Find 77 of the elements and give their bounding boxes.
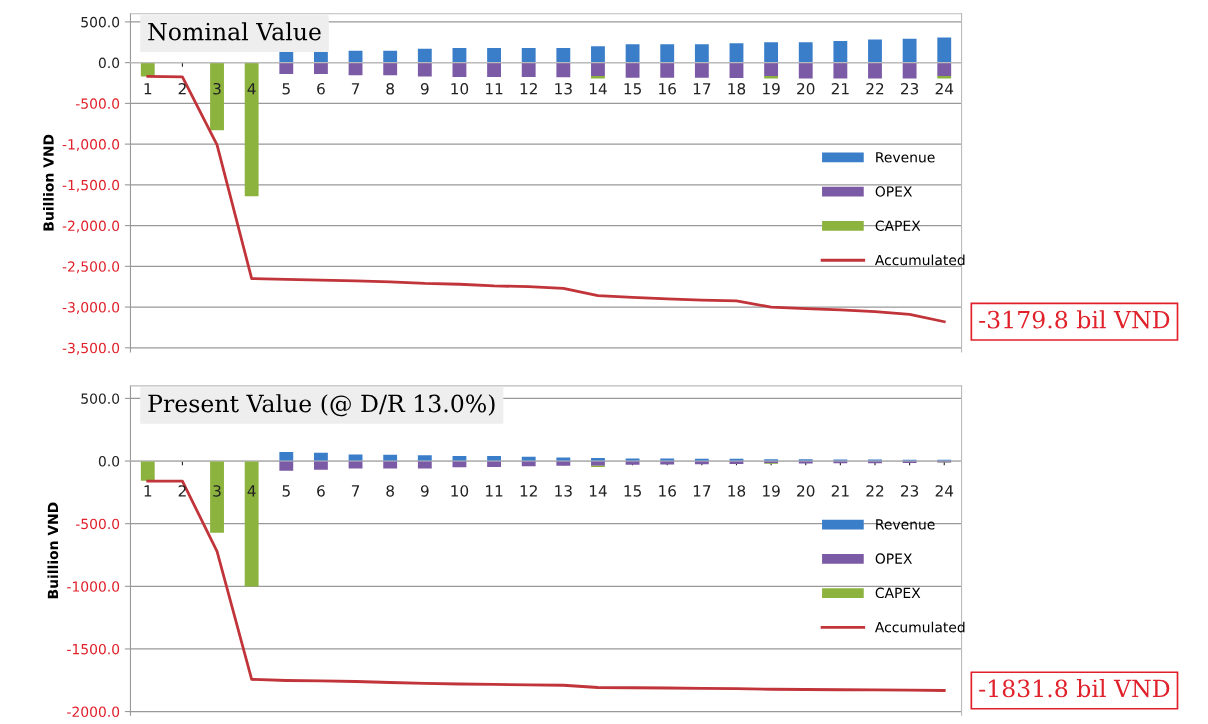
legend-label: Accumulated: [874, 254, 965, 266]
y-tick-label: -3,500.0: [62, 342, 120, 355]
annotation: -3179.8 bil VND: [979, 310, 1170, 329]
x-tick-label: 18: [728, 82, 746, 95]
y-tick-label: -500.0: [75, 98, 120, 109]
chart-title: Present Value (@ D/R 13.0%): [148, 394, 495, 417]
legend-label: CAPEX: [875, 220, 921, 232]
x-tick-label: 15: [624, 485, 641, 497]
x-tick-label: 10: [451, 485, 469, 497]
x-tick-label: 12: [520, 82, 537, 95]
legend-label: OPEX: [875, 186, 913, 197]
x-tick-label: 4: [247, 485, 256, 497]
y-tick-label: -2,000.0: [62, 220, 120, 233]
x-tick-label: 19: [763, 485, 780, 497]
y-tick-label: -1500.0: [67, 643, 120, 655]
x-tick-label: 18: [728, 485, 746, 497]
x-tick-label: 21: [831, 82, 849, 95]
x-tick-label: 14: [589, 83, 607, 95]
x-tick-label: 24: [935, 82, 954, 95]
x-tick-label: 1: [144, 485, 152, 497]
y-tick-label: -2000.0: [67, 706, 120, 718]
x-tick-label: 17: [693, 485, 711, 497]
chart-title: Nominal Value: [148, 22, 321, 41]
x-tick-label: 2: [178, 485, 186, 497]
x-tick-label: 23: [901, 82, 919, 95]
y-tick-label: -3,000.0: [62, 302, 120, 314]
x-tick-label: 1: [144, 83, 152, 95]
x-tick-label: 9: [420, 82, 429, 95]
x-tick-label: 24: [935, 485, 954, 497]
x-tick-label: 3: [213, 82, 221, 95]
y-tick-label: -1,000.0: [62, 139, 120, 151]
y-axis-title: Buillion VND: [43, 134, 54, 231]
x-tick-label: 3: [213, 485, 221, 497]
x-tick-label: 7: [351, 83, 360, 95]
x-tick-label: 4: [247, 83, 256, 95]
x-tick-label: 20: [797, 485, 815, 497]
x-tick-label: 8: [386, 82, 394, 95]
x-tick-label: 16: [659, 82, 676, 95]
x-tick-label: 2: [178, 82, 186, 95]
legend-label: Revenue: [876, 152, 935, 163]
x-tick-label: 23: [901, 485, 919, 497]
x-tick-label: 17: [693, 83, 711, 95]
y-tick-label: 0.0: [98, 456, 120, 467]
x-tick-label: 21: [831, 485, 849, 497]
x-tick-label: 6: [317, 82, 325, 95]
legend-label: Accumulated: [874, 621, 965, 633]
x-tick-label: 5: [282, 485, 290, 497]
y-tick-label: 0.0: [98, 57, 120, 69]
y-tick-label: -1000.0: [67, 581, 120, 592]
x-tick-label: 22: [866, 82, 884, 95]
x-tick-label: 12: [520, 485, 537, 497]
y-axis-title: Buillion VND: [47, 502, 59, 599]
x-tick-label: 11: [486, 83, 503, 95]
x-tick-label: 7: [351, 485, 360, 497]
x-tick-label: 13: [555, 485, 572, 497]
x-tick-label: 9: [420, 485, 429, 497]
x-tick-label: 15: [624, 83, 641, 95]
y-tick-label: -500.0: [75, 518, 120, 530]
x-tick-label: 11: [486, 485, 503, 497]
y-tick-label: 500.0: [81, 16, 120, 28]
legend-label: CAPEX: [875, 587, 921, 599]
annotation: -1831.8 bil VND: [979, 679, 1170, 698]
x-tick-label: 10: [451, 82, 469, 95]
y-tick-label: 500.0: [81, 393, 120, 404]
x-tick-label: 19: [763, 82, 780, 95]
legend-label: Revenue: [876, 519, 935, 530]
x-tick-label: 16: [659, 485, 676, 497]
x-tick-label: 20: [797, 82, 815, 95]
y-tick-label: -1,500.0: [62, 179, 120, 192]
x-tick-label: 8: [386, 485, 394, 497]
x-tick-label: 6: [317, 485, 325, 497]
legend-label: OPEX: [875, 553, 913, 564]
x-tick-label: 22: [866, 485, 884, 497]
x-tick-label: 14: [589, 485, 607, 497]
y-tick-label: -2,500.0: [62, 261, 120, 274]
x-tick-label: 13: [555, 82, 572, 95]
x-tick-label: 5: [282, 83, 290, 95]
